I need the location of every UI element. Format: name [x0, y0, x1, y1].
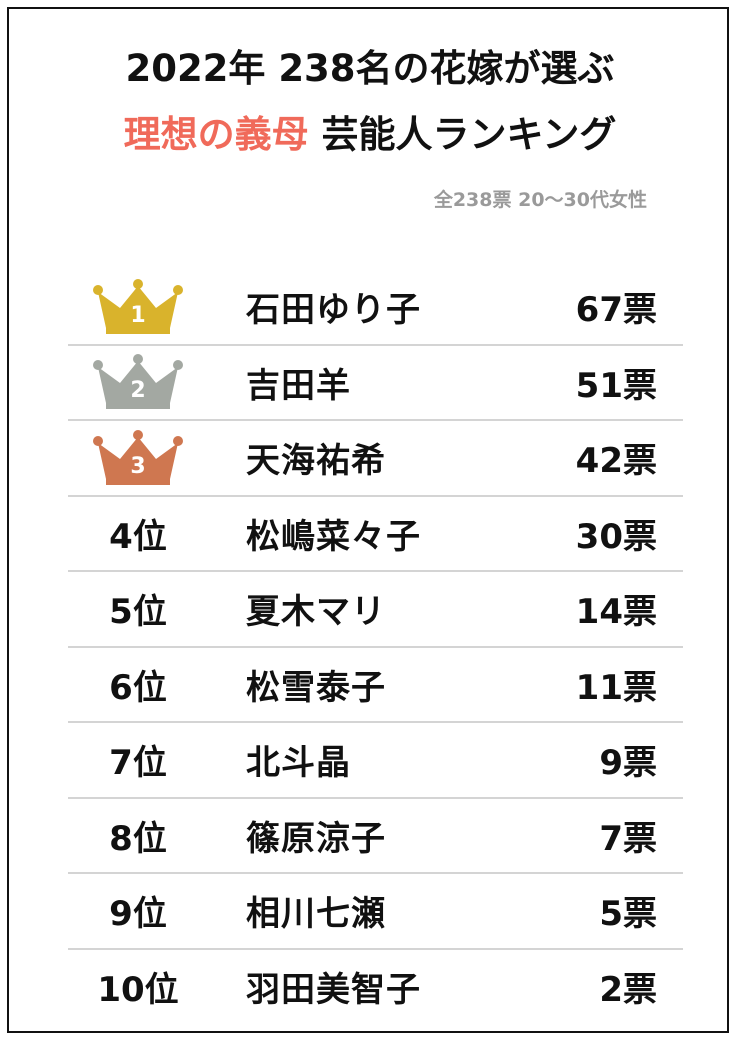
rank-cell: 3 — [68, 421, 208, 494]
title-rest: 芸能人ランキング — [308, 113, 617, 156]
row-divider — [68, 645, 683, 648]
ranking-row: 10位 羽田美智子 2票 — [68, 950, 683, 1026]
vote-count: 2票 — [599, 969, 657, 1010]
rank-cell: 4位 — [68, 497, 208, 570]
celebrity-name: 松嶋菜々子 — [246, 516, 421, 557]
rank-cell: 1 — [68, 270, 208, 343]
row-divider — [68, 872, 683, 874]
row-divider — [68, 570, 683, 572]
rank-label: 6位 — [109, 667, 167, 708]
ranking-row: 5位 夏木マリ 14票 — [68, 572, 683, 648]
ranking-row: 1 石田ゆり子 67票 — [68, 270, 683, 346]
ranking-row: 7位 北斗晶 9票 — [68, 723, 683, 799]
vote-count: 5票 — [599, 894, 657, 934]
rank-label: 4位 — [109, 516, 167, 557]
rank-label: 7位 — [109, 743, 167, 783]
row-divider — [68, 947, 683, 950]
rank-cell: 6位 — [68, 648, 208, 721]
rank-cell: 7位 — [68, 723, 208, 796]
crown-rank-label: 3 — [130, 454, 145, 479]
celebrity-name: 松雪泰子 — [246, 667, 386, 708]
celebrity-name: 相川七瀬 — [246, 894, 386, 934]
crown-rank-label: 2 — [130, 378, 145, 403]
celebrity-name: 天海祐希 — [246, 441, 386, 481]
celebrity-name: 篠原涼子 — [246, 818, 386, 859]
subtitle: 全238票 20〜30代女性 — [433, 189, 647, 211]
rank-label: 10位 — [97, 969, 179, 1010]
rank-cell: 9位 — [68, 874, 208, 947]
rank-label: 9位 — [109, 894, 167, 934]
celebrity-name: 羽田美智子 — [246, 969, 421, 1010]
vote-count: 30票 — [575, 516, 657, 557]
ranking-row: 6位 松雪泰子 11票 — [68, 648, 683, 723]
bronze-crown-icon: 3 — [93, 429, 183, 485]
vote-count: 42票 — [575, 441, 657, 481]
ranking-row: 4位 松嶋菜々子 30票 — [68, 497, 683, 572]
row-divider — [68, 796, 683, 799]
vote-count: 7票 — [599, 818, 657, 859]
ranking-row: 3 天海祐希 42票 — [68, 421, 683, 497]
rank-cell: 10位 — [68, 950, 208, 1023]
vote-count: 67票 — [575, 290, 657, 330]
row-divider — [68, 494, 683, 497]
rank-label: 8位 — [109, 818, 167, 859]
crown-rank-label: 1 — [130, 303, 145, 328]
title-highlight: 理想の義母 — [123, 113, 309, 156]
celebrity-name: 吉田羊 — [246, 365, 351, 406]
ranking-table: 1 石田ゆり子 67票 2 吉田羊 51票 3 天海祐希 42票 4位 松嶋菜々子 30票 5位 夏木マリ… — [68, 270, 683, 1025]
vote-count: 51票 — [575, 365, 657, 406]
rank-cell: 8位 — [68, 799, 208, 872]
row-divider — [68, 343, 683, 346]
page-title-line1: 2022年 238名の花嫁が選ぶ — [125, 47, 615, 90]
row-divider — [68, 419, 683, 421]
rank-cell: 5位 — [68, 572, 208, 645]
rank-cell: 2 — [68, 346, 208, 419]
rank-label: 5位 — [109, 592, 167, 632]
celebrity-name: 夏木マリ — [246, 592, 386, 632]
ranking-row: 8位 篠原涼子 7票 — [68, 799, 683, 874]
vote-count: 9票 — [599, 743, 657, 783]
ranking-row: 9位 相川七瀬 5票 — [68, 874, 683, 950]
row-divider — [68, 721, 683, 723]
silver-crown-icon: 2 — [93, 354, 183, 409]
vote-count: 11票 — [575, 667, 657, 708]
gold-crown-icon: 1 — [93, 278, 183, 334]
ranking-row: 2 吉田羊 51票 — [68, 346, 683, 421]
celebrity-name: 北斗晶 — [246, 743, 351, 783]
ranking-card: 2022年 238名の花嫁が選ぶ 理想の義母 芸能人ランキング 全238票 20… — [7, 7, 729, 1033]
vote-count: 14票 — [575, 592, 657, 632]
celebrity-name: 石田ゆり子 — [246, 290, 421, 330]
page-title-line2: 理想の義母 芸能人ランキング — [9, 111, 731, 159]
